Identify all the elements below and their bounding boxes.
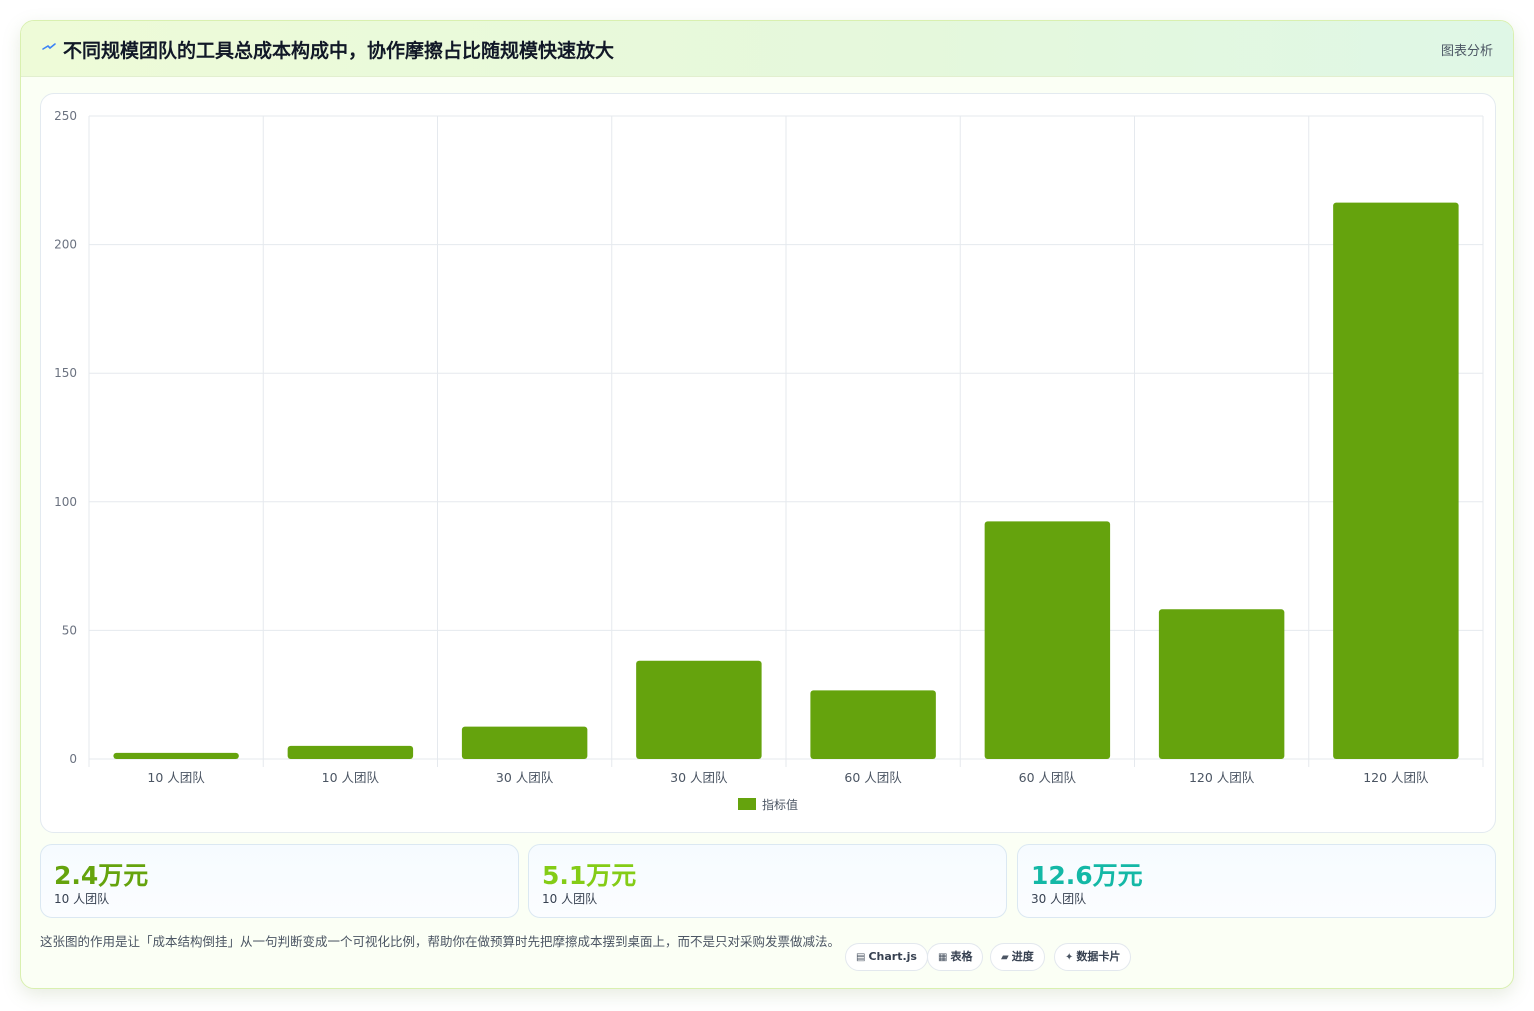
bar [636,660,762,759]
header-tag: 图表分析 [1440,44,1493,59]
stat-value: 5.1万元 [542,861,637,890]
stat-card: 2.4万元 10 人团队 [40,844,519,918]
progress-icon: ▰ [1001,952,1009,963]
pill-label: 表格 [950,950,973,963]
y-tick-label: 150 [54,366,77,380]
bar-chart: 0 50 100 150 200 250 10 人团队 10 人团队 30 人团队 30 人团队 6… [54,109,1484,812]
stat-label: 30 人团队 [1031,892,1087,906]
y-tick-label: 50 [62,623,77,637]
pill-label: 数据卡片 [1076,950,1121,963]
table-icon: ▦ [938,952,948,963]
x-tick-label: 120 人团队 [1363,770,1429,785]
pill-data-card[interactable]: ✦ 数据卡片 [1054,943,1132,971]
bar [287,745,414,759]
bar [1158,609,1285,759]
x-tick-label: 30 人团队 [496,770,554,785]
x-tick-label: 60 人团队 [844,770,902,785]
stat-cards: 2.4万元 10 人团队 5.1万元 10 人团队 12.6万元 30 人团队 [40,844,1496,918]
stat-label: 10 人团队 [54,892,110,906]
stat-card: 12.6万元 30 人团队 [1017,844,1496,918]
x-tick-label: 60 人团队 [1019,770,1077,785]
sparkle-icon [42,43,56,50]
page-title: 不同规模团队的工具总成本构成中，协作摩擦占比随规模快速放大 [63,40,615,62]
bar [1333,202,1459,759]
y-tick-label: 250 [54,109,77,123]
legend-label: 指标值 [762,797,798,812]
pill-label: Chart.js [868,950,917,963]
chart-card: 不同规模团队的工具总成本构成中，协作摩擦占比随规模快速放大 图表分析 0 50 10… [20,20,1514,989]
pill-label: 进度 [1011,950,1034,963]
stat-label: 10 人团队 [542,892,598,906]
bar [113,752,239,759]
sparkle-icon: ✦ [1065,952,1074,963]
pill-table[interactable]: ▦ 表格 [927,943,984,971]
bar [461,726,588,759]
card-header: 不同规模团队的工具总成本构成中，协作摩擦占比随规模快速放大 图表分析 [21,21,1513,77]
stat-value: 12.6万元 [1031,861,1143,890]
chart-panel: 0 50 100 150 200 250 10 人团队 10 人团队 30 人团队 30 人团队 6… [40,93,1496,833]
x-tick-label: 30 人团队 [670,770,728,785]
pill-chartjs[interactable]: ▤ Chart.js [845,943,928,971]
chart-icon: ▤ [856,952,866,963]
stat-value: 2.4万元 [54,861,149,890]
x-tick-label: 10 人团队 [147,770,205,785]
stat-card: 5.1万元 10 人团队 [528,844,1007,918]
tech-pills: ▤ Chart.js ▦ 表格 ▰ 进度 ✦ 数据卡片 [845,943,1132,971]
y-tick-label: 100 [54,495,77,509]
bar [984,521,1111,759]
y-tick-label: 0 [69,752,77,766]
chart-description: 这张图的作用是让「成本结构倒挂」从一句判断变成一个可视化比例，帮助你在做预算时先… [40,934,841,949]
pill-progress[interactable]: ▰ 进度 [990,943,1045,971]
x-tick-label: 10 人团队 [322,770,380,785]
y-tick-label: 200 [54,238,77,252]
bar [810,690,936,759]
x-tick-label: 120 人团队 [1189,770,1255,785]
legend-swatch [738,798,756,810]
